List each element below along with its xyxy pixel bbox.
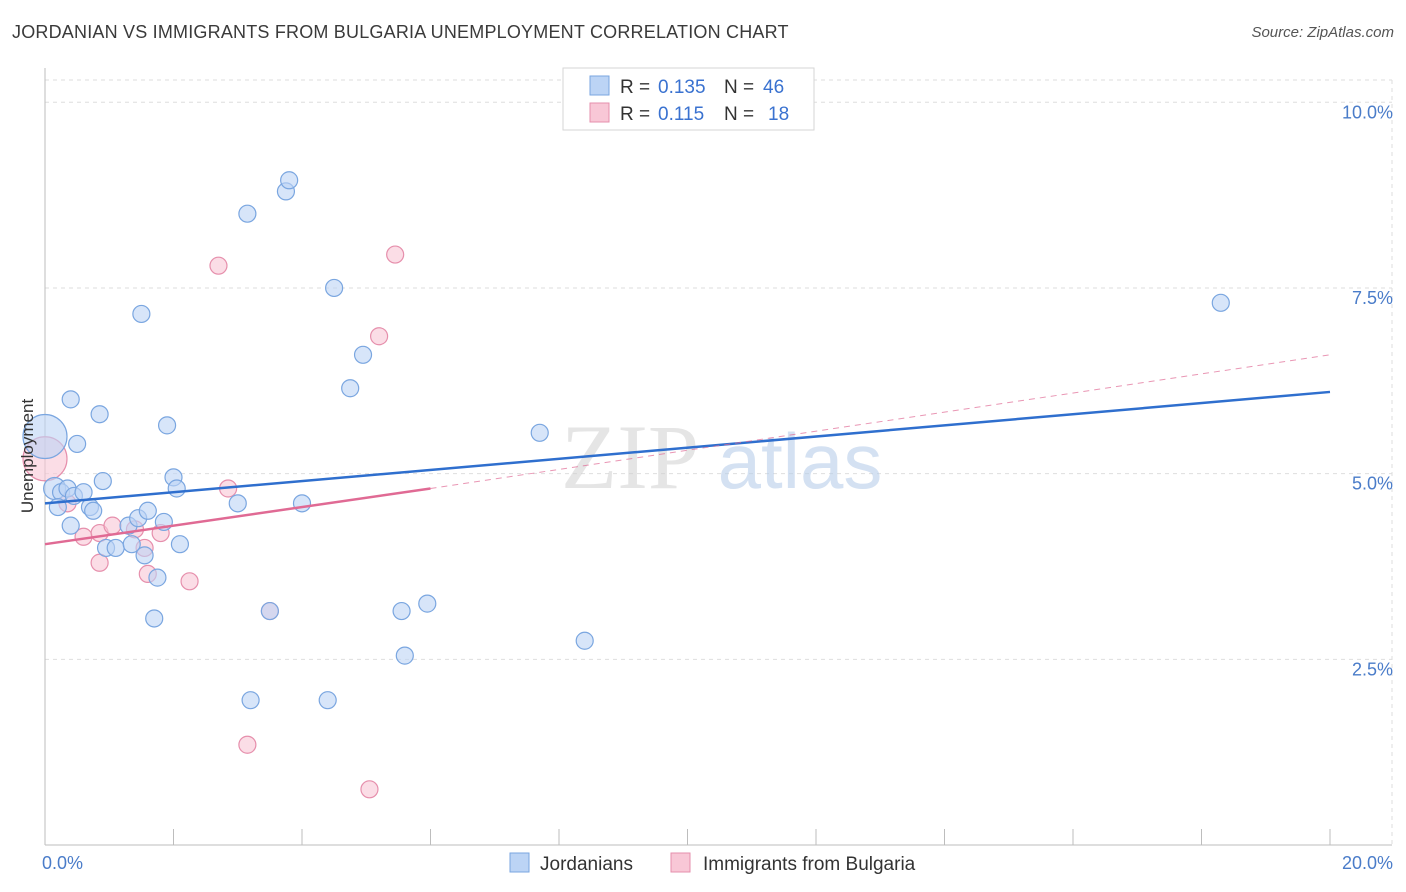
jordanians-point-19 bbox=[138, 501, 157, 520]
jordanians-trend-line bbox=[44, 390, 1331, 505]
legend-n-label-1: N = bbox=[724, 104, 754, 125]
y-tick-label-1: 5.0% bbox=[1352, 474, 1393, 494]
legend: R = 0.135 N = 46 R = 0.115 N = 18 bbox=[562, 67, 815, 131]
jordanians-point-36 bbox=[341, 379, 360, 398]
trend-lines bbox=[44, 354, 1331, 546]
legend-r-label-1: R = bbox=[620, 104, 650, 125]
y-tick-label-0: 2.5% bbox=[1352, 659, 1393, 679]
legend-n-label-0: N = bbox=[724, 77, 754, 98]
jordanians-point-27 bbox=[132, 304, 151, 324]
bottom-legend-label-jordanians: Jordanians bbox=[540, 854, 633, 875]
watermark-atlas: atlas bbox=[718, 417, 883, 505]
jordanians-point-10 bbox=[84, 501, 103, 520]
watermark: ZIP atlas bbox=[561, 406, 882, 508]
jordanians-point-21 bbox=[148, 568, 167, 587]
y-axis-title: Unemployment bbox=[18, 399, 37, 514]
jordanians-point-11 bbox=[90, 405, 109, 424]
jordanians-point-23 bbox=[157, 416, 177, 435]
jordanians-point-42 bbox=[530, 423, 549, 442]
legend-n-value-0: 46 bbox=[763, 77, 784, 98]
series-jordanians-points bbox=[22, 171, 1230, 710]
bottom-legend-label-bulgaria: Immigrants from Bulgaria bbox=[703, 854, 916, 875]
bottom-legend: Jordanians Immigrants from Bulgaria bbox=[509, 852, 916, 875]
jordanians-point-29 bbox=[292, 494, 312, 513]
bulgaria-point-15 bbox=[386, 245, 405, 264]
jordanians-point-4 bbox=[61, 390, 80, 409]
bulgaria-point-16 bbox=[238, 735, 257, 754]
jordanians-point-25 bbox=[170, 535, 190, 554]
jordanians-point-44 bbox=[1211, 293, 1230, 312]
legend-swatch-bulgaria bbox=[589, 102, 610, 123]
jordanians-point-43 bbox=[575, 631, 594, 650]
bottom-legend-swatch-jordanians bbox=[509, 852, 530, 873]
jordanians-point-31 bbox=[325, 278, 344, 298]
jordanians-point-37 bbox=[392, 601, 411, 621]
jordanians-point-12 bbox=[93, 471, 112, 491]
legend-n-value-1: 18 bbox=[768, 104, 789, 125]
jordanians-point-26 bbox=[167, 479, 186, 498]
jordanians-point-38 bbox=[418, 594, 437, 613]
series-bulgaria-points bbox=[22, 245, 405, 799]
y-tick-label-3: 10.0% bbox=[1342, 102, 1393, 122]
legend-r-label-0: R = bbox=[620, 77, 650, 98]
legend-swatch-jordanians bbox=[589, 75, 610, 96]
bulgaria-point-14 bbox=[370, 327, 389, 346]
jordanians-point-20 bbox=[145, 609, 164, 628]
jordanians-point-6 bbox=[68, 434, 87, 454]
tick-labels: 2.5% 5.0% 7.5% 10.0% 0.0% 20.0% bbox=[42, 102, 1393, 873]
jordanians-point-16 bbox=[122, 535, 141, 554]
chart-title: JORDANIAN VS IMMIGRANTS FROM BULGARIA UN… bbox=[12, 22, 789, 42]
x-tick-label-0: 0.0% bbox=[42, 853, 83, 873]
bulgaria-point-17 bbox=[360, 780, 379, 799]
jordanians-point-30 bbox=[260, 601, 279, 621]
bulgaria-trend-extension bbox=[430, 354, 1331, 489]
jordanians-point-0 bbox=[22, 413, 68, 460]
bulgaria-point-10 bbox=[180, 572, 199, 591]
x-tick-label-1: 20.0% bbox=[1342, 853, 1393, 873]
bulgaria-point-5 bbox=[103, 516, 122, 535]
jordanians-point-41 bbox=[318, 691, 337, 710]
jordanians-point-35 bbox=[353, 345, 373, 364]
jordanians-point-34 bbox=[280, 171, 299, 190]
jordanians-point-8 bbox=[61, 516, 80, 535]
jordanians-point-39 bbox=[395, 646, 414, 665]
bottom-legend-swatch-bulgaria bbox=[670, 852, 691, 873]
legend-r-value-1: 0.115 bbox=[658, 104, 704, 125]
y-tick-label-2: 7.5% bbox=[1352, 288, 1393, 308]
jordanians-point-18 bbox=[135, 546, 154, 565]
source-label: Source: ZipAtlas.com bbox=[1251, 24, 1394, 41]
jordanians-point-40 bbox=[241, 691, 260, 710]
bulgaria-trend-line bbox=[44, 487, 431, 546]
jordanians-point-28 bbox=[228, 494, 247, 513]
legend-r-value-0: 0.135 bbox=[658, 77, 706, 98]
jordanians-point-14 bbox=[106, 538, 125, 558]
bulgaria-point-11 bbox=[209, 256, 228, 275]
jordanians-point-32 bbox=[238, 204, 257, 223]
